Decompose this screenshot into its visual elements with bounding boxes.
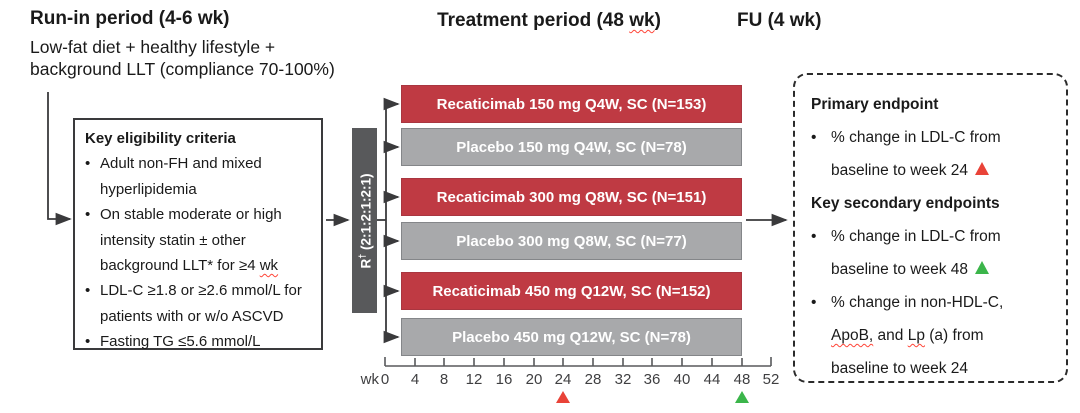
arm-label: Recaticimab 150 mg Q4W, SC (N=153): [436, 95, 707, 113]
primary-endpoint-week24-marker-icon: [556, 391, 570, 403]
randomization-letter: R: [357, 258, 373, 269]
bullet-glyph: •: [811, 228, 817, 245]
arm-bar-placebo-450-q12w: Placebo 450 mg Q12W, SC (N=78): [401, 318, 742, 356]
treatment-title-text: Treatment period (48: [437, 10, 630, 31]
eligibility-text: On stable moderate or high: [100, 206, 282, 224]
week-tick-16: 16: [495, 371, 513, 388]
week-tick-44: 44: [703, 371, 721, 388]
secondary-endpoint-bullet-1: • % change in LDL-C from baseline to wee…: [811, 220, 1054, 286]
week-tick-24: 24: [554, 371, 572, 388]
endpoint-line-text: (a) from: [924, 327, 984, 344]
arm-bar-recaticimab-150-q4w: Recaticimab 150 mg Q4W, SC (N=153): [401, 85, 742, 123]
secondary-endpoint-week48-marker-icon: [735, 391, 749, 403]
week-tick-0: 0: [380, 371, 390, 388]
eligibility-text: hyperlipidemia: [100, 180, 197, 198]
endpoints-box: Primary endpoint • % change in LDL-C fro…: [793, 73, 1068, 383]
endpoint-line: baseline to week 24: [831, 360, 969, 377]
week-tick-12: 12: [465, 371, 483, 388]
runin-subtitle-line2: background LLT (compliance 70-100%): [30, 59, 335, 79]
runin-subtitle-line1: Low-fat diet + healthy lifestyle +: [30, 37, 276, 57]
arm-label: Placebo 300 mg Q8W, SC (N=77): [456, 232, 687, 250]
bullet-glyph: •: [811, 129, 817, 146]
arrow-runin-to-eligibility: [47, 92, 72, 226]
endpoint-line-text: baseline to week 48: [831, 261, 969, 278]
eligibility-bullet-4: • Fasting TG ≤5.6 mmol/L: [85, 329, 315, 354]
randomization-dagger: †: [356, 253, 367, 259]
bullet-glyph: •: [85, 155, 91, 173]
arm-bar-placebo-150-q4w: Placebo 150 mg Q4W, SC (N=78): [401, 128, 742, 166]
eligibility-bullet-2-cont2: background LLT* for ≥4 wk: [85, 253, 315, 278]
endpoint-line-text: and: [873, 327, 908, 344]
bullet-glyph: •: [85, 206, 91, 224]
endpoint-line: % change in LDL-C from: [831, 228, 1001, 245]
treatment-period-title: Treatment period (48 wk): [384, 10, 714, 32]
week-tick-28: 28: [584, 371, 602, 388]
week-tick-36: 36: [643, 371, 661, 388]
arm-bar-recaticimab-300-q8w: Recaticimab 300 mg Q8W, SC (N=151): [401, 178, 742, 216]
eligibility-text: Adult non-FH and mixed: [100, 155, 262, 173]
secondary-endpoint-1-text: % change in LDL-C from baseline to week …: [831, 220, 1001, 286]
runin-period-title: Run-in period (4-6 wk): [30, 8, 230, 29]
treatment-title-paren: ): [654, 10, 661, 31]
eligibility-bullet-2: • On stable moderate or high: [85, 202, 315, 227]
week-tick-48: 48: [733, 371, 751, 388]
week-tick-40: 40: [673, 371, 691, 388]
eligibility-text-wk: wk: [259, 257, 279, 275]
eligibility-bullet-1: • Adult non-FH and mixed: [85, 151, 315, 176]
secondary-endpoint-2-text: % change in non-HDL-C, ApoB, and Lp (a) …: [831, 286, 1003, 385]
week-tick-8: 8: [439, 371, 449, 388]
eligibility-bullet-1-cont: hyperlipidemia: [85, 177, 315, 202]
eligibility-text: background LLT* for ≥4: [100, 257, 260, 275]
arm-label: Placebo 150 mg Q4W, SC (N=78): [456, 138, 687, 156]
week-tick-32: 32: [614, 371, 632, 388]
secondary-endpoint-bullet-2: • % change in non-HDL-C, ApoB, and Lp (a…: [811, 286, 1054, 385]
week-tick-20: 20: [525, 371, 543, 388]
bullet-glyph: •: [85, 282, 91, 300]
eligibility-text: intensity statin ± other: [100, 231, 246, 249]
red-triangle-icon: [975, 162, 990, 175]
green-triangle-icon: [975, 261, 990, 274]
endpoint-line: % change in LDL-C from: [831, 129, 1001, 146]
arm-label: Recaticimab 450 mg Q12W, SC (N=152): [432, 282, 711, 300]
runin-period-subtitle: Low-fat diet + healthy lifestyle + backg…: [30, 36, 335, 80]
randomization-ratio: (2:1:2:1:2:1): [357, 172, 373, 254]
arm-bar-placebo-300-q8w: Placebo 300 mg Q8W, SC (N=77): [401, 222, 742, 260]
endpoint-line: ApoB, and Lp (a) from: [831, 319, 1003, 352]
arm-bar-recaticimab-450-q12w: Recaticimab 450 mg Q12W, SC (N=152): [401, 272, 742, 310]
week-axis-unit-label: wk: [360, 371, 379, 388]
endpoint-line: baseline to week 48: [831, 253, 1001, 286]
randomization-box: R† (2:1:2:1:2:1): [352, 128, 377, 313]
eligibility-title: Key eligibility criteria: [85, 130, 236, 147]
arm-label: Placebo 450 mg Q12W, SC (N=78): [452, 328, 691, 346]
randomization-label: R† (2:1:2:1:2:1): [356, 173, 373, 268]
bullet-glyph: •: [811, 294, 817, 311]
eligibility-bullet-3: • LDL-C ≥1.8 or ≥2.6 mmol/L for: [85, 278, 315, 303]
primary-endpoint-bullet: • % change in LDL-C from baseline to wee…: [811, 121, 1054, 187]
bullet-glyph: •: [85, 333, 91, 351]
eligibility-bullet-2-cont1: intensity statin ± other: [85, 228, 315, 253]
eligibility-text: LDL-C ≥1.8 or ≥2.6 mmol/L for: [100, 282, 302, 300]
arm-label: Recaticimab 300 mg Q8W, SC (N=151): [436, 188, 707, 206]
eligibility-text: patients with or w/o ASCVD: [100, 307, 284, 325]
week-tick-4: 4: [410, 371, 420, 388]
endpoint-line: % change in non-HDL-C,: [831, 294, 1004, 311]
primary-endpoint-title: Primary endpoint: [811, 96, 939, 113]
eligibility-criteria-box: Key eligibility criteria • Adult non-FH a…: [73, 118, 323, 350]
primary-endpoint-text: % change in LDL-C from baseline to week …: [831, 121, 1001, 187]
week-tick-52: 52: [762, 371, 780, 388]
endpoint-line: baseline to week 24: [831, 154, 1001, 187]
endpoint-apob-text: ApoB,: [831, 327, 874, 344]
secondary-endpoints-title: Key secondary endpoints: [811, 195, 1000, 212]
endpoint-line-text: baseline to week 24: [831, 162, 969, 179]
followup-period-title: FU (4 wk): [737, 10, 822, 31]
week-axis: [384, 357, 772, 367]
eligibility-bullet-3-cont: patients with or w/o ASCVD: [85, 304, 315, 329]
eligibility-text: Fasting TG ≤5.6 mmol/L: [100, 333, 261, 351]
endpoint-lp-text: Lp: [907, 327, 925, 344]
treatment-title-wk: wk: [629, 10, 655, 31]
